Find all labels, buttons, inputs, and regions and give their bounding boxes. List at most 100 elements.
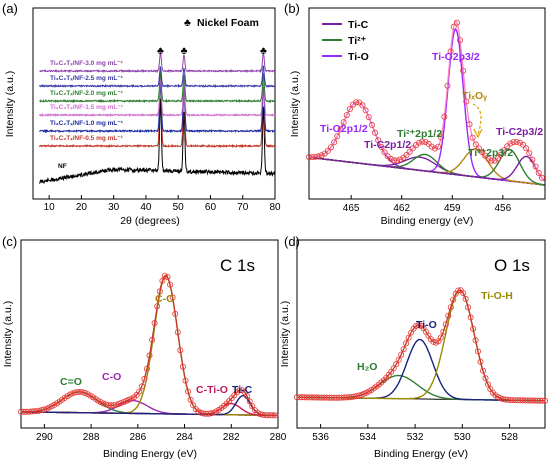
panel-c-xtick-label: 286 (129, 432, 146, 443)
panel-b-legend-label-0: Ti-C (348, 19, 369, 31)
panel-b-data-point (488, 157, 495, 164)
panel-c-xtick-label: 288 (83, 432, 100, 443)
panel-a-series-5 (39, 65, 276, 89)
panel-a-xlabel: 2θ (degrees) (120, 215, 180, 227)
panel-b-data-point (305, 153, 312, 160)
panel-b-data-point (378, 143, 385, 150)
panel-a-label: (a) (2, 1, 18, 16)
panel-c-data-point (182, 377, 189, 384)
panel-b-data-point (337, 126, 344, 133)
panel-b-data-point (529, 156, 536, 163)
panel-d-data-point (472, 337, 479, 344)
panel-c-data-point (269, 412, 276, 419)
panel-c-data-point (141, 375, 148, 382)
panel-c-label: (c) (2, 234, 17, 249)
panel-b-data-point (416, 139, 423, 146)
panel-b-data-point (513, 138, 520, 145)
panel-b-data-point (334, 133, 341, 140)
panel-c-peak-label-2: C-C (155, 293, 174, 305)
panel-b-label: (b) (284, 1, 300, 16)
panel-b-data-point (406, 148, 413, 155)
panel-c-data-point (272, 412, 279, 419)
panel-b-data-point (494, 155, 501, 162)
panel-a-series-label-6: Ti₃C₂Tₓ/NF-3.0 mg mL⁻¹ (50, 60, 123, 67)
panel-a-series-label-2: Ti₃C₂Tₓ/NF-1.0 mg mL⁻¹ (50, 120, 123, 127)
panel-c-data-point (136, 388, 143, 395)
panel-b-data-point (456, 37, 463, 44)
panel-b-data-point (520, 141, 527, 148)
panel-b-xtick-label: 456 (495, 203, 512, 214)
panel-d-label: (d) (284, 234, 300, 249)
panel-d-data-point (470, 325, 477, 332)
panel-d-data-point (462, 295, 469, 302)
panel-c-data-point (43, 405, 50, 412)
panel-b-data-point (497, 151, 504, 158)
panel-a-xtick-label: 30 (108, 202, 120, 213)
panel-c-peak-label-4: Ti-C (232, 384, 253, 396)
panel-c-data-point (118, 399, 125, 406)
panel-b-data-point (475, 145, 482, 152)
panel-b-arrow (472, 103, 482, 135)
panel-c-peak-label-1: C-O (102, 371, 121, 383)
panel-d-data-point (437, 334, 444, 341)
panel-d-data-point (467, 314, 474, 321)
panel-b-data-point (368, 121, 375, 128)
panel-d-xtick-label: 530 (454, 432, 471, 443)
panel-b-legend-label-1: Ti²⁺ (348, 35, 367, 47)
panel-a-peak-marker-0: ♣ (157, 45, 164, 57)
panel-d-data-point (415, 322, 422, 329)
panel-b-data-point (375, 137, 382, 144)
panel-b-peak-label-2: Ti²⁺2p1/2 (397, 128, 442, 140)
panel-a-xtick-label: 20 (76, 202, 88, 213)
panel-c-data-point (174, 329, 181, 336)
panel-b-data-point (387, 155, 394, 162)
panel-b-peak-label-6: Ti-C2p3/2 (496, 126, 543, 138)
panel-d-title: O 1s (494, 256, 530, 275)
panel-b-ylabel: Intensity (a.u.) (289, 71, 301, 138)
panel-c-data-point (244, 393, 251, 400)
panel-a-xtick-label: 70 (237, 202, 249, 213)
panel-b-data-point (381, 149, 388, 156)
panel-b-data-point (469, 134, 476, 141)
panel-d-xtick-label: 534 (360, 432, 377, 443)
panel-d-xtick-label: 536 (312, 432, 329, 443)
panel-b-data-point (453, 19, 460, 26)
panel-c-data-point (138, 383, 145, 390)
panel-d-xtick-label: 532 (407, 432, 424, 443)
panel-b-arrow-head (473, 128, 483, 139)
panel-a-series-label-3: Ti₃C₂Tₓ/NF-1.5 mg mL⁻¹ (50, 104, 123, 111)
panel-b-data-point (444, 82, 451, 89)
panel-b-data-point (331, 139, 338, 146)
panel-b-data-point (327, 144, 334, 151)
panel-b-data-point (324, 147, 331, 154)
panel-a-xtick-label: 10 (44, 202, 56, 213)
panel-c-data-point (100, 400, 107, 407)
panel-a-series-2 (39, 79, 276, 134)
panel-b-peak-label-4: TiₓOᵧ (462, 90, 487, 102)
panel-b-data-point (309, 154, 316, 161)
panel-d-data-point (403, 340, 410, 347)
panel-c-data-point (154, 303, 161, 310)
panel-a-legend-text: Nickel Foam (197, 17, 259, 29)
panel-d-data-point (539, 397, 546, 404)
panel-b-data-point (516, 139, 523, 146)
panel-b-data-point (482, 152, 489, 159)
panel-b-peak-label-1: Ti-C2p1/2 (364, 139, 411, 151)
panel-d-data-point (447, 304, 454, 311)
panel-a-xtick-label: 80 (269, 202, 281, 213)
panel-b-xtick-label: 459 (444, 203, 461, 214)
panel-c-data-point (149, 336, 156, 343)
panel-c-data-point (120, 398, 127, 405)
panel-a-series-1 (39, 71, 276, 149)
panel-b-data-point (359, 102, 366, 109)
panel-b-ti2p: (b) 465 462 459 456 Ti-O2p1/2Ti-C2p1/2Ti²⁺2… (284, 1, 546, 227)
panel-d-data-point (465, 304, 472, 311)
panel-a-series-3 (39, 75, 276, 118)
panel-d-data-point (405, 334, 412, 341)
panel-c-data-point (241, 389, 248, 396)
panel-b-data-point (365, 114, 372, 121)
panel-d-envelope (297, 289, 545, 402)
panel-b-data-point (485, 155, 492, 162)
panel-d-data-point (445, 312, 452, 319)
